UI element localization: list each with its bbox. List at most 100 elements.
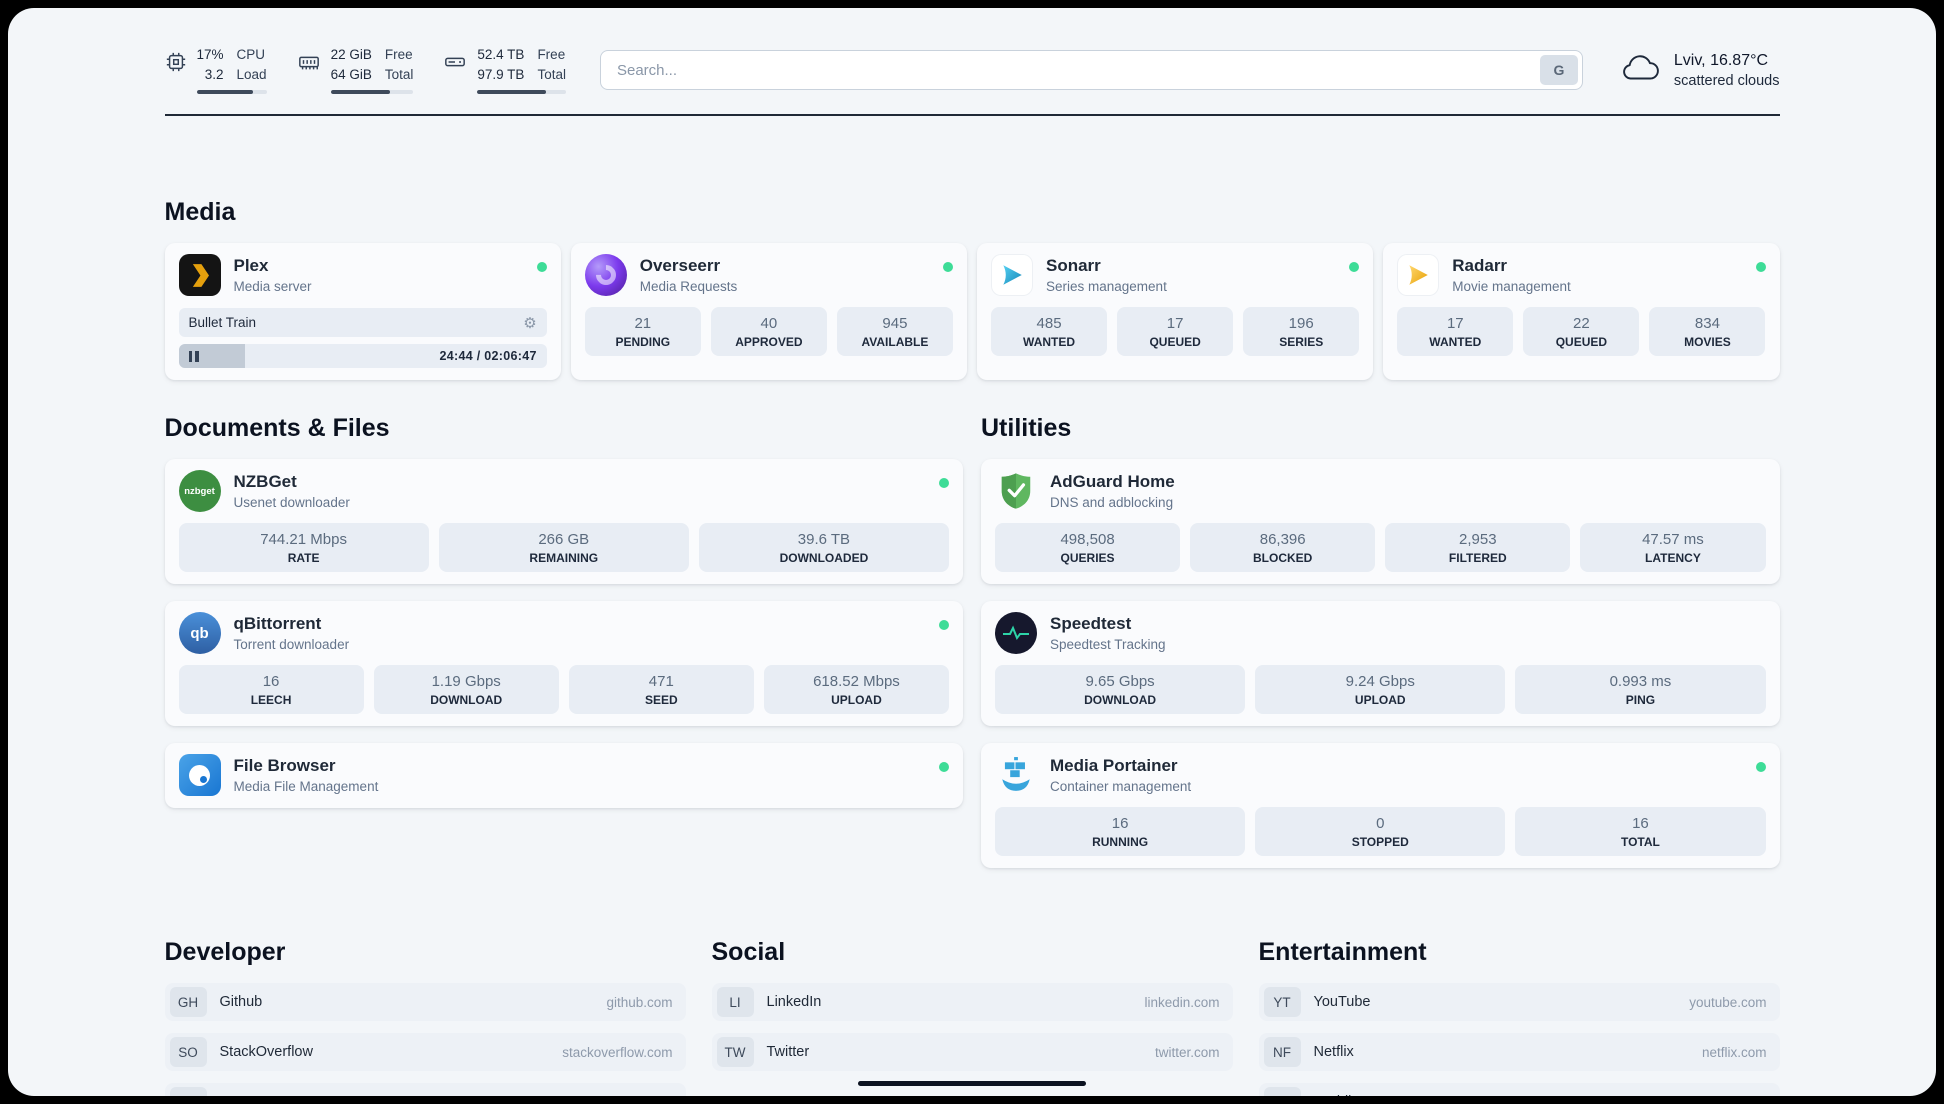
stat-ping: 0.993 ms PING bbox=[1515, 665, 1766, 715]
memory-bar-fill bbox=[330, 90, 391, 95]
search-input[interactable] bbox=[599, 50, 1583, 91]
bookmark-reddit[interactable]: RE Reddit reddit.com bbox=[1258, 1083, 1780, 1096]
radarr-card[interactable]: Radarr Movie management 17 WANTED 22 QUE… bbox=[1383, 243, 1780, 381]
stat-running: 16 RUNNING bbox=[995, 807, 1246, 857]
stat-value: 39.6 TB bbox=[797, 531, 851, 549]
overseerr-card[interactable]: Overseerr Media Requests 21 PENDING 40 A… bbox=[570, 243, 967, 381]
stat-value: 9.24 Gbps bbox=[1345, 673, 1415, 691]
bookmark-netflix[interactable]: NF Netflix netflix.com bbox=[1258, 1033, 1780, 1072]
plex-icon bbox=[178, 254, 221, 297]
stat-value: 196 bbox=[1288, 315, 1314, 333]
stat-value: 9.65 Gbps bbox=[1085, 673, 1155, 691]
memory-total-label: Total bbox=[384, 67, 414, 83]
section-media: Media Plex Media server bbox=[164, 198, 1780, 381]
section-entertainment: Entertainment YT YouTube youtube.com NF … bbox=[1258, 938, 1780, 1096]
bookmark-github[interactable]: GH Github github.com bbox=[164, 983, 686, 1022]
bookmark-name: Twitter bbox=[766, 1044, 810, 1061]
nzbget-card[interactable]: nzbget NZBGet Usenet downloader 744.21 M… bbox=[164, 459, 963, 585]
stat-label: MOVIES bbox=[1684, 335, 1731, 350]
stat-label: STOPPED bbox=[1351, 835, 1409, 850]
status-dot bbox=[943, 262, 953, 273]
disk-total-label: Total bbox=[537, 67, 566, 83]
status-dot bbox=[1755, 262, 1766, 273]
stat-label: REMAINING bbox=[529, 551, 599, 566]
section-documents: Documents & Files nzbget NZBGet Usenet d… bbox=[164, 414, 963, 868]
stat-filtered: 2,953 FILTERED bbox=[1385, 523, 1571, 573]
status-dot bbox=[939, 620, 949, 631]
bookmark-name: Github bbox=[219, 994, 263, 1011]
app-name: Radarr bbox=[1452, 256, 1508, 276]
filebrowser-icon bbox=[178, 754, 221, 797]
sonarr-card[interactable]: Sonarr Series management 485 WANTED 17 Q… bbox=[977, 243, 1374, 381]
stat-download: 1.19 Gbps DOWNLOAD bbox=[373, 665, 559, 715]
disk-free-label: Free bbox=[537, 47, 566, 62]
section-utilities: Utilities bbox=[981, 414, 1780, 869]
bookmark-twitter[interactable]: TW Twitter twitter.com bbox=[711, 1033, 1233, 1072]
stat-value: 17 bbox=[1166, 315, 1184, 333]
stat-upload: 9.24 Gbps UPLOAD bbox=[1255, 665, 1506, 715]
bookmark-youtube[interactable]: YT YouTube youtube.com bbox=[1258, 983, 1780, 1022]
stat-label: WANTED bbox=[1429, 335, 1482, 350]
stat-label: AVAILABLE bbox=[861, 335, 929, 350]
pause-icon[interactable] bbox=[188, 350, 199, 362]
bookmark-url: twitter.com bbox=[1154, 1044, 1220, 1060]
memory-free-label: Free bbox=[384, 47, 413, 62]
filebrowser-card[interactable]: File Browser Media File Management bbox=[164, 743, 963, 809]
search-bar: G bbox=[599, 50, 1583, 91]
memory-bar bbox=[330, 90, 414, 95]
section-title-documents: Documents & Files bbox=[164, 414, 390, 443]
bookmark-linkedin[interactable]: LI LinkedIn linkedin.com bbox=[711, 983, 1233, 1022]
playback-progress-bar[interactable]: 24:44 / 02:06:47 bbox=[178, 344, 547, 369]
search-provider-button[interactable]: G bbox=[1539, 55, 1578, 86]
status-dot bbox=[1755, 762, 1766, 773]
app-subtitle: Media File Management bbox=[233, 779, 379, 795]
app-name: Media Portainer bbox=[1050, 756, 1178, 776]
cpu-label: CPU bbox=[236, 47, 266, 62]
stat-label: RUNNING bbox=[1092, 835, 1149, 850]
stat-label: QUEUED bbox=[1555, 335, 1608, 350]
cpu-load-label: Load bbox=[236, 67, 267, 83]
section-developer: Developer GH Github github.com SO StackO… bbox=[164, 938, 686, 1096]
stat-label: TOTAL bbox=[1620, 835, 1660, 850]
status-dot bbox=[1349, 262, 1360, 273]
bookmark-stackoverflow[interactable]: SO StackOverflow stackoverflow.com bbox=[164, 1033, 686, 1072]
speedtest-card[interactable]: Speedtest Speedtest Tracking 9.65 Gbps D… bbox=[981, 601, 1780, 727]
now-playing-title: Bullet Train bbox=[188, 315, 257, 331]
stat-label: FILTERED bbox=[1448, 551, 1507, 566]
disk-bar bbox=[477, 90, 566, 95]
plex-card[interactable]: Plex Media server Bullet Train ⚙ 24:44 /… bbox=[164, 243, 561, 381]
stat-label: LATENCY bbox=[1645, 551, 1701, 566]
stat-label: PENDING bbox=[615, 335, 671, 350]
stat-rate: 744.21 Mbps RATE bbox=[178, 523, 429, 573]
stat-value: 17 bbox=[1446, 315, 1464, 333]
bookmark-name: StackOverflow bbox=[219, 1044, 313, 1061]
radarr-icon bbox=[1397, 254, 1440, 297]
bookmark-abbr: NF bbox=[1263, 1037, 1301, 1068]
stat-label: SEED bbox=[644, 693, 678, 708]
stat-queued: 17 QUEUED bbox=[1117, 307, 1234, 357]
stat-approved: 40 APPROVED bbox=[710, 307, 827, 357]
stat-value: 16 bbox=[1111, 815, 1129, 833]
qbittorrent-card[interactable]: qb qBittorrent Torrent downloader 16 bbox=[164, 601, 963, 727]
section-title-developer: Developer bbox=[164, 938, 286, 967]
stat-value: 471 bbox=[648, 673, 674, 691]
bookmark-abbr: YT bbox=[1263, 987, 1301, 1018]
stat-label: DOWNLOADED bbox=[779, 551, 869, 566]
app-name: NZBGet bbox=[233, 472, 297, 492]
stat-latency: 47.57 ms LATENCY bbox=[1580, 523, 1766, 573]
weather-widget[interactable]: Lviv, 16.87°C scattered clouds bbox=[1619, 52, 1780, 89]
bookmark-abbr: LI bbox=[716, 987, 754, 1018]
stat-label: WANTED bbox=[1023, 335, 1076, 350]
cpu-widget: 17% 3.2 CPU Load bbox=[165, 46, 267, 95]
adguard-card[interactable]: AdGuard Home DNS and adblocking 498,508 … bbox=[981, 459, 1780, 585]
app-subtitle: Media server bbox=[233, 279, 312, 295]
stat-label: BLOCKED bbox=[1253, 551, 1313, 566]
bookmark-name: Reddit bbox=[1314, 1094, 1356, 1096]
disk-bar-fill bbox=[477, 90, 547, 95]
stat-value: 2,953 bbox=[1459, 531, 1497, 549]
stat-value: 945 bbox=[882, 315, 908, 333]
gear-icon[interactable]: ⚙ bbox=[523, 314, 537, 332]
bookmark-dev[interactable]: DT DEV dev.to bbox=[164, 1083, 686, 1096]
disk-widget: 52.4 TB 97.9 TB Free Total bbox=[443, 46, 566, 95]
portainer-card[interactable]: Media Portainer Container management 16 … bbox=[981, 743, 1780, 869]
